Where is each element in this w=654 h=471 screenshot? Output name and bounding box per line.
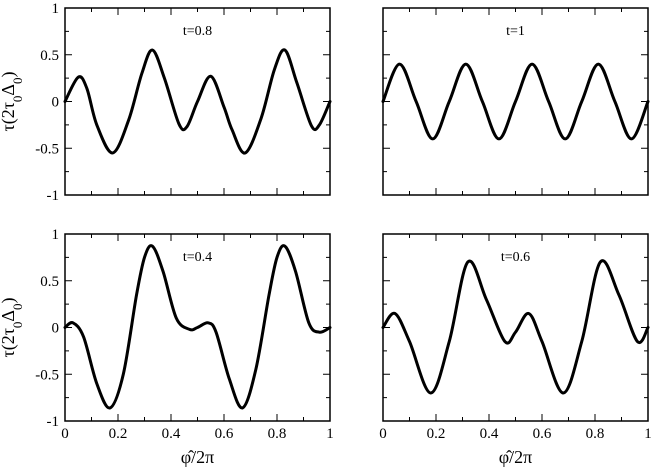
panel-bottom-left-xtick-label: 0.2 (109, 426, 128, 442)
panel-bottom-left-ytick-label: 0 (52, 321, 60, 337)
panel-top-left-ytick-label: 0 (52, 95, 60, 111)
panel-bottom-right-xtick-label: 1 (644, 426, 652, 442)
panel-bottom-left-ytick-label: -0.5 (35, 367, 59, 383)
panel-bottom-left-xtick-label: 0.6 (215, 426, 234, 442)
panel-top-left-ytick-label: 1 (52, 1, 60, 17)
panel-top-left-ylabel: τ(2τ0Δ0) (0, 71, 25, 131)
panel-bottom-right-annotation: t=0.6 (501, 250, 530, 265)
panel-bottom-left-xlabel: φ̂/2π (181, 447, 214, 467)
panel-bottom-left-xtick-label: 0.4 (162, 426, 181, 442)
panel-top-left-annotation: t=0.8 (183, 24, 212, 39)
panel-bottom-left-series-line (63, 244, 332, 410)
panel-bottom-left-annotation: t=0.4 (183, 250, 212, 265)
panel-bottom-right-xlabel: φ̂/2π (499, 447, 532, 467)
panel-top-right-series-line (381, 62, 650, 141)
panel-bottom-right-xtick-label: 0.4 (480, 426, 499, 442)
panel-bottom-left-ytick-label: 1 (52, 227, 60, 243)
panel-top-left-ytick-label: -0.5 (35, 141, 59, 157)
panel-top-left-ytick-label: -1 (47, 188, 60, 204)
panel-top-left-series-line (63, 48, 332, 155)
panel-bottom-right-series-line (381, 259, 650, 395)
panel-bottom-left-xtick-label: 0.8 (268, 426, 287, 442)
panel-bottom-right-xtick-label: 0.2 (427, 426, 446, 442)
panel-bottom-left-ylabel: τ(2τ0Δ0) (0, 297, 25, 357)
panel-bottom-left-ytick-label: 0.5 (40, 274, 59, 290)
panel-bottom-right-xtick-label: 0.8 (586, 426, 605, 442)
panel-bottom-left-xtick-label: 0 (61, 426, 69, 442)
panel-bottom-right-xtick-label: 0.6 (533, 426, 552, 442)
panel-bottom-left-xtick-label: 1 (326, 426, 334, 442)
panel-top-left-ytick-label: 0.5 (40, 48, 59, 64)
panel-bottom-right-xtick-label: 0 (379, 426, 387, 442)
panel-bottom-left-ytick-label: -1 (47, 414, 60, 430)
panel-top-right-annotation: t=1 (506, 24, 525, 39)
